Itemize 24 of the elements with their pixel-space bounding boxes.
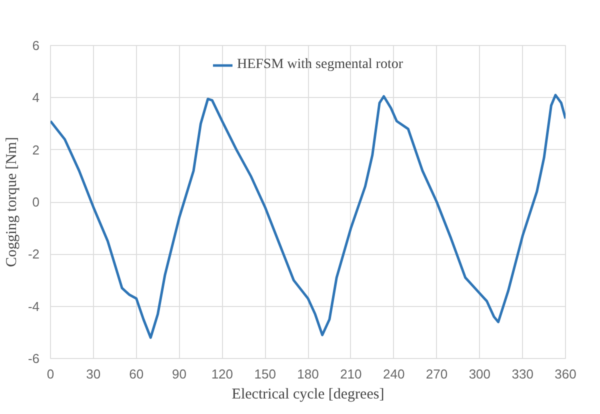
y-tick-label: 4	[32, 90, 40, 106]
x-tick-label: 300	[468, 366, 491, 382]
x-tick-label: 120	[211, 366, 234, 382]
x-tick-label: 210	[340, 366, 362, 382]
x-tick-label: 270	[426, 366, 448, 382]
y-tick-label: -4	[28, 298, 40, 314]
y-tick-label: 6	[32, 38, 40, 53]
x-tick-label: 180	[297, 366, 319, 382]
y-axis-title: Cogging torque [Nm]	[4, 137, 20, 267]
y-tick-label: -6	[28, 351, 40, 366]
x-tick-label: 150	[254, 366, 276, 382]
y-tick-label: 2	[32, 142, 40, 158]
y-tick-label: 0	[32, 194, 40, 210]
line-series	[50, 94, 566, 339]
legend-label: HEFSM with segmental rotor	[236, 57, 404, 73]
y-tick-label: -2	[28, 246, 40, 262]
x-tick-label: 30	[86, 366, 101, 382]
x-axis-title: Electrical cycle [degrees]	[232, 386, 384, 402]
x-tick-label: 330	[512, 366, 534, 382]
x-tick-label: 360	[554, 366, 576, 382]
x-tick-label: 90	[172, 366, 186, 382]
x-tick-label: 240	[382, 366, 405, 382]
x-tick-label: 0	[46, 366, 54, 382]
x-tick-label: 60	[129, 366, 144, 382]
